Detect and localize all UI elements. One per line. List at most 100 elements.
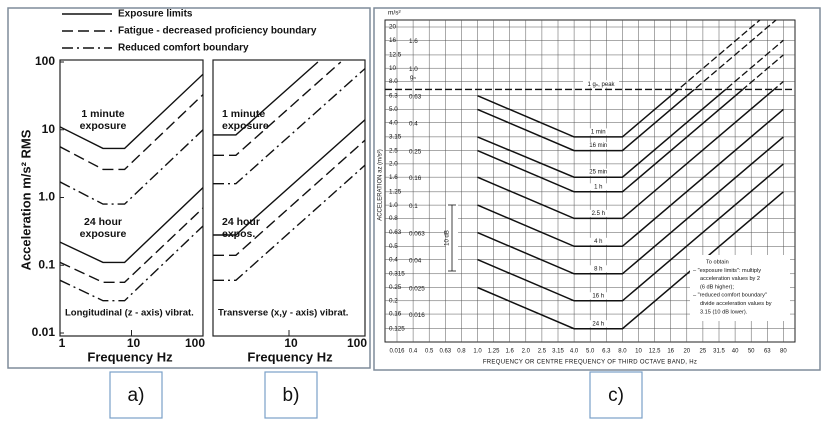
annotation: Transverse (x,y - axis) vibrat. (218, 308, 348, 319)
x-axis-label: Frequency Hz (87, 349, 173, 364)
curve (213, 139, 365, 256)
x-tick-label: 10 (284, 336, 298, 350)
x-axis-label: Frequency Hz (247, 349, 333, 364)
x-tick-label: 50 (748, 349, 755, 355)
y-tick-label: 0.2 (389, 297, 398, 304)
x-tick-label: 25 (700, 349, 707, 355)
curve (60, 73, 203, 150)
x-tick-label: 10 (127, 336, 141, 350)
x-tick-label: 100 (185, 336, 205, 350)
note-line: 3.15 (10 dB lower). (700, 309, 748, 315)
x-tick-label: 4.0 (570, 349, 579, 355)
label-bg (587, 292, 610, 300)
x-tick-label: 1.6 (506, 349, 515, 355)
panel-c-frame (373, 7, 821, 371)
curve-label: 8 h (594, 266, 602, 272)
annotation: 24 hour (222, 216, 260, 228)
x-tick-label: 1.0 (473, 349, 482, 355)
y-tick-label: 6.3 (389, 92, 398, 99)
curve-label: 1 min (591, 129, 606, 135)
y-tick-label: 0.16 (389, 311, 402, 318)
note-line: – "reduced comfort boundary" (693, 293, 767, 299)
x-tick-label: 16 (667, 349, 674, 355)
curve-label: 4 h (594, 239, 602, 245)
curve (60, 94, 203, 171)
x-tick-label: 20 (683, 349, 690, 355)
y-tick-label: 20 (389, 24, 397, 31)
x-tick-label: 6.3 (602, 349, 611, 355)
curve (60, 207, 203, 283)
y2-tick-label: 0.063 (409, 230, 425, 237)
legend-label: Exposure limits (118, 9, 193, 20)
label-bg (587, 183, 610, 191)
y-tick-label: 10 (389, 65, 397, 72)
y2-tick-label: 0.025 (409, 285, 425, 292)
label-box-a (109, 371, 163, 419)
y2-tick-label: 0.1 (409, 203, 418, 210)
label-bg (587, 237, 610, 245)
annotation: exposure (222, 120, 269, 132)
curve (213, 164, 365, 281)
x-axis-label: FREQUENCY OR CENTRE FREQUENCY OF THIRD O… (483, 360, 697, 366)
y2-tick-label: 0.4 (409, 121, 418, 128)
curve (477, 89, 696, 152)
note-bg (690, 255, 790, 321)
plot-frame (212, 59, 366, 337)
label-bg (587, 142, 610, 150)
annotation: 1 minute (222, 108, 265, 120)
y-axis-label: ACCELERATION az (m/s²) (378, 149, 384, 221)
y2-tick-label: 0.04 (409, 257, 422, 264)
label-bg (587, 209, 610, 217)
y2-unit: gₙ (410, 74, 417, 81)
note-line: – "exposure limits": multiply (693, 268, 761, 274)
legend-label: Reduced comfort boundary (118, 43, 249, 54)
y-tick-label: 100 (35, 54, 55, 68)
y-tick-label: 0.4 (389, 256, 398, 263)
curve-label: 16 h (592, 293, 604, 299)
panel-label: c) (608, 385, 624, 406)
legend-label: Fatigue - decreased proficiency boundary (118, 26, 317, 37)
label-bg (583, 80, 619, 88)
x-tick-label: 1 (59, 336, 66, 350)
curve (477, 136, 784, 275)
y2-tick-label: 0.16 (409, 175, 422, 182)
x-tick-label: 3.15 (552, 349, 564, 355)
curve (213, 61, 319, 136)
label-bg (587, 168, 610, 176)
curve (60, 129, 203, 205)
curve (477, 163, 784, 302)
y-tick-label: 1.6 (389, 174, 398, 181)
annotation: exposure (80, 228, 127, 240)
curve-label: 1 h (594, 184, 602, 190)
label-bg (587, 320, 610, 328)
peak-label: 1 gₙ, peak (587, 82, 615, 88)
y2-tick-label: 1.0 (409, 66, 418, 73)
y2-tick-label: 0.25 (409, 148, 422, 155)
label-box-b (264, 371, 318, 419)
y-tick-label: 0.5 (389, 243, 398, 250)
y-tick-label: 12.5 (389, 52, 402, 59)
label-box-c (589, 371, 643, 419)
curve-label: 25 min (589, 170, 607, 176)
annotation: expos. (222, 228, 255, 240)
x-tick-label: 8.0 (618, 349, 627, 355)
note-line: acceleration values by 2 (700, 276, 760, 282)
y-tick-label: 0.1 (38, 257, 55, 271)
x-tick-label: 0.5 (425, 349, 434, 355)
y-tick-label: 0.8 (389, 215, 398, 222)
y-tick-label: 2.0 (389, 161, 398, 168)
curve (477, 89, 727, 178)
x-tick-label: 100 (347, 336, 367, 350)
panel-ab-frame (7, 7, 371, 369)
y-tick-label: 16 (389, 37, 397, 44)
x-tick-label: 1.25 (488, 349, 500, 355)
y-tick-label: 5.0 (389, 106, 398, 113)
curve (477, 89, 680, 138)
curve-label: 24 h (592, 321, 604, 327)
y-tick-label: 0.125 (389, 325, 405, 332)
x-tick-label: 80 (780, 349, 787, 355)
y-tick-label: 1.25 (389, 189, 402, 196)
panel-c: 20 16 12.5 10 8.0 6.3 5.0 4.0 3.15 2.5 2.0 1.6 1.25 1… (378, 10, 796, 366)
x-tick-label: 0.016 (389, 349, 405, 355)
